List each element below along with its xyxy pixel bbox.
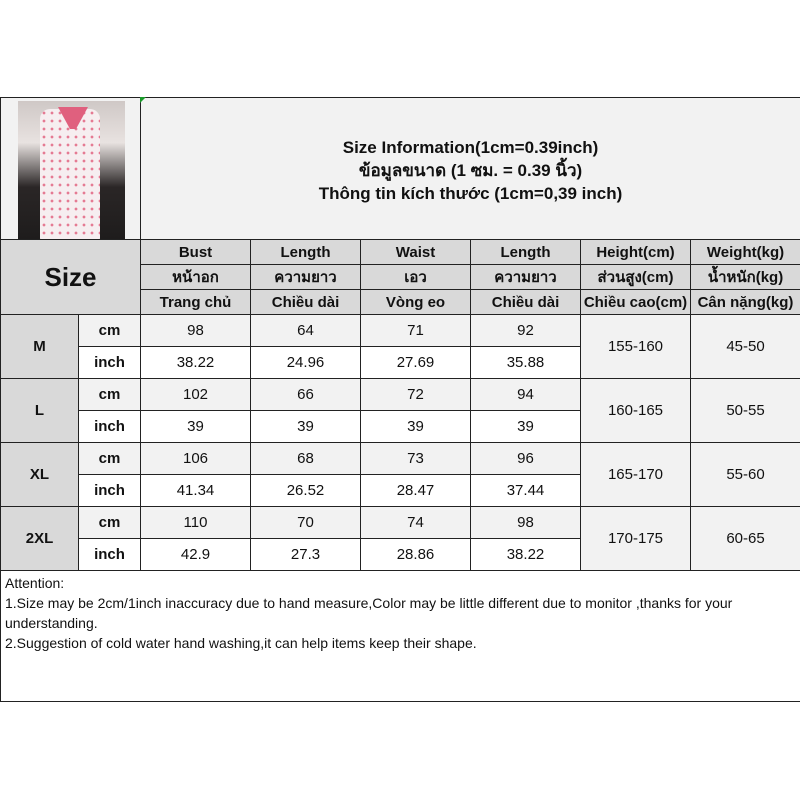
column-header-en: Waist — [360, 239, 471, 265]
cm-value: 102 — [140, 378, 251, 411]
inch-value: 27.69 — [360, 346, 471, 379]
column-header-en: Length — [250, 239, 361, 265]
cm-value: 96 — [470, 442, 581, 475]
weight-range: 45-50 — [689, 314, 800, 379]
cm-value: 94 — [470, 378, 581, 411]
column-header-en: Weight(kg) — [689, 239, 800, 265]
title-th: ข้อมูลขนาด (1 ซม. = 0.39 นิ้ว) — [358, 161, 583, 180]
size-label: 2XL — [0, 506, 79, 571]
weight-range: 60-65 — [689, 506, 800, 571]
column-header-th: ส่วนสูง(cm) — [580, 264, 691, 290]
cm-value: 110 — [140, 506, 251, 539]
column-header-en: Bust — [140, 239, 251, 265]
height-range: 170-175 — [580, 506, 691, 571]
inch-value: 35.88 — [470, 346, 581, 379]
cm-value: 98 — [140, 314, 251, 347]
inch-value: 28.86 — [360, 538, 471, 571]
height-range: 165-170 — [580, 442, 691, 507]
cm-value: 106 — [140, 442, 251, 475]
inch-value: 39 — [140, 410, 251, 443]
attention-notes: Attention: 1.Size may be 2cm/1inch inacc… — [0, 570, 800, 702]
inch-value: 26.52 — [250, 474, 361, 507]
column-header-th: เอว — [360, 264, 471, 290]
unit-inch: inch — [78, 410, 141, 443]
column-header-en: Length — [470, 239, 581, 265]
title-cell: Size Information(1cm=0.39inch) ข้อมูลขนา… — [139, 97, 800, 240]
weight-range: 50-55 — [689, 378, 800, 443]
cm-value: 73 — [360, 442, 471, 475]
unit-cm: cm — [78, 442, 141, 475]
inch-value: 37.44 — [470, 474, 581, 507]
weight-range: 55-60 — [689, 442, 800, 507]
cm-value: 70 — [250, 506, 361, 539]
column-header-vi: Chiều dài — [250, 289, 361, 315]
product-photo-cell — [0, 97, 141, 240]
unit-inch: inch — [78, 346, 141, 379]
column-header-th: น้ำหนัก(kg) — [689, 264, 800, 290]
unit-inch: inch — [78, 474, 141, 507]
unit-cm: cm — [78, 314, 141, 347]
cm-value: 74 — [360, 506, 471, 539]
cell-marker — [140, 97, 146, 103]
column-header-en: Height(cm) — [580, 239, 691, 265]
inch-value: 27.3 — [250, 538, 361, 571]
cm-value: 68 — [250, 442, 361, 475]
column-header-th: ความยาว — [470, 264, 581, 290]
inch-value: 39 — [360, 410, 471, 443]
size-label: M — [0, 314, 79, 379]
cm-value: 98 — [470, 506, 581, 539]
column-header-th: ความยาว — [250, 264, 361, 290]
inch-value: 24.96 — [250, 346, 361, 379]
title-vi: Thông tin kích thước (1cm=0,39 inch) — [318, 184, 623, 203]
product-photo — [18, 101, 125, 239]
attention-note-1: 1.Size may be 2cm/1inch inaccuracy due t… — [5, 595, 733, 631]
size-label: XL — [0, 442, 79, 507]
cm-value: 71 — [360, 314, 471, 347]
unit-inch: inch — [78, 538, 141, 571]
size-label: L — [0, 378, 79, 443]
column-header-th: หน้าอก — [140, 264, 251, 290]
unit-cm: cm — [78, 506, 141, 539]
column-header-vi: Cân nặng(kg) — [689, 289, 800, 315]
size-chart-table: Size Information(1cm=0.39inch) ข้อมูลขนา… — [0, 97, 800, 702]
height-range: 155-160 — [580, 314, 691, 379]
size-header: Size — [0, 239, 141, 315]
inch-value: 42.9 — [140, 538, 251, 571]
unit-cm: cm — [78, 378, 141, 411]
inch-value: 28.47 — [360, 474, 471, 507]
inch-value: 38.22 — [140, 346, 251, 379]
cm-value: 72 — [360, 378, 471, 411]
height-range: 160-165 — [580, 378, 691, 443]
column-header-vi: Trang chủ — [140, 289, 251, 315]
title-en: Size Information(1cm=0.39inch) — [342, 138, 599, 157]
column-header-vi: Chiều dài — [470, 289, 581, 315]
column-header-vi: Vòng eo — [360, 289, 471, 315]
inch-value: 39 — [470, 410, 581, 443]
inch-value: 39 — [250, 410, 361, 443]
cm-value: 66 — [250, 378, 361, 411]
inch-value: 41.34 — [140, 474, 251, 507]
attention-note-2: 2.Suggestion of cold water hand washing,… — [5, 635, 477, 651]
cm-value: 64 — [250, 314, 361, 347]
inch-value: 38.22 — [470, 538, 581, 571]
cm-value: 92 — [470, 314, 581, 347]
column-header-vi: Chiều cao(cm) — [580, 289, 691, 315]
attention-heading: Attention: — [5, 575, 65, 591]
